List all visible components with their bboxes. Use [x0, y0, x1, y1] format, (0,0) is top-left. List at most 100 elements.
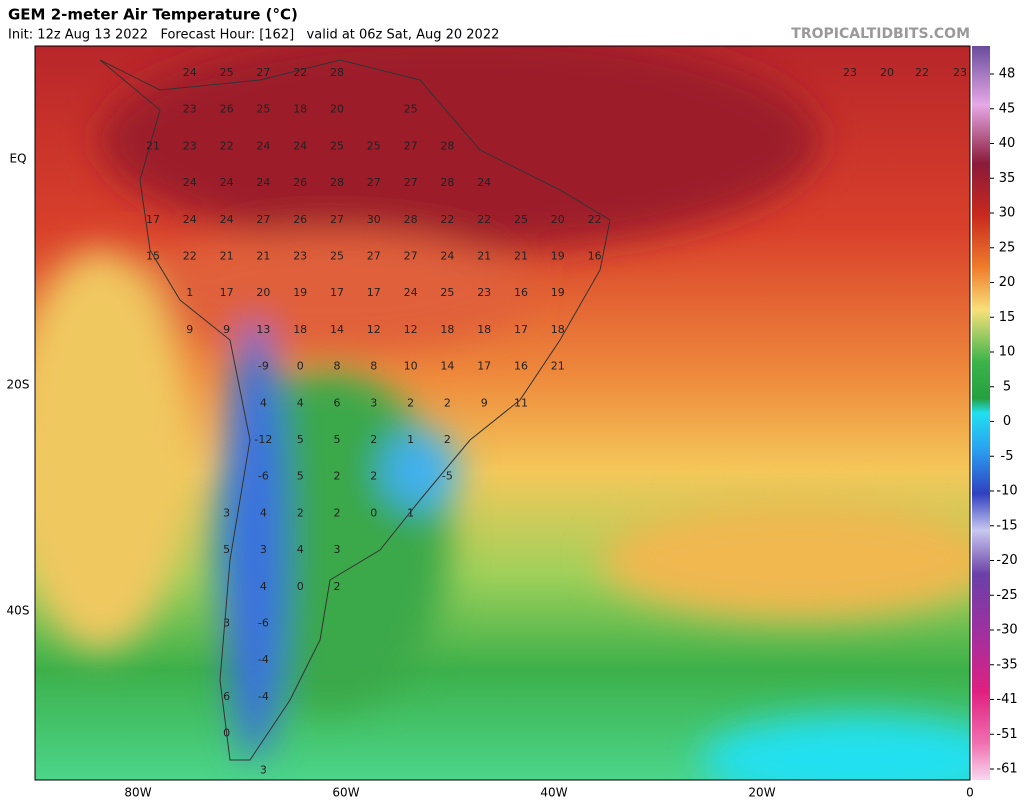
- temperature-label: 25: [440, 286, 454, 299]
- temperature-label: 17: [330, 286, 344, 299]
- temperature-label: 19: [551, 250, 565, 263]
- temperature-label: 25: [330, 139, 344, 152]
- subtitle: Init: 12z Aug 13 2022 Forecast Hour: [16…: [8, 28, 499, 43]
- temperature-label: 17: [146, 213, 160, 226]
- temperature-label: 24: [293, 139, 307, 152]
- temperature-label: 27: [404, 139, 418, 152]
- temperature-label: 14: [330, 323, 344, 336]
- temperature-label: 2: [444, 396, 451, 409]
- temperature-label: 19: [293, 286, 307, 299]
- colorbar-label: 25: [999, 240, 1016, 255]
- temperature-label: 12: [404, 323, 418, 336]
- temperature-label: 0: [223, 727, 230, 740]
- latitude-label: EQ: [9, 152, 26, 166]
- temperature-label: 4: [260, 396, 267, 409]
- temperature-label: 18: [440, 323, 454, 336]
- temperature-label: 24: [256, 139, 270, 152]
- temperature-label: 27: [330, 213, 344, 226]
- colorbar-label: 15: [999, 310, 1016, 325]
- temperature-label: 28: [440, 176, 454, 189]
- temperature-label: 10: [404, 360, 418, 373]
- temperature-label: 23: [183, 139, 197, 152]
- temperature-label: 6: [223, 690, 230, 703]
- temperature-label: 18: [477, 323, 491, 336]
- temperature-label: 27: [367, 250, 381, 263]
- map-frame: [34, 45, 971, 781]
- temperature-label: 8: [334, 360, 341, 373]
- colorbar-label: 35: [999, 171, 1016, 186]
- map-field: [35, 46, 970, 780]
- colorbar-label: -51: [996, 727, 1017, 742]
- temperature-label: 4: [297, 396, 304, 409]
- temperature-label: 2: [334, 580, 341, 593]
- temperature-label: 0: [297, 360, 304, 373]
- temperature-label: 30: [367, 213, 381, 226]
- temperature-label: 2: [297, 506, 304, 519]
- longitude-label: 80W: [124, 786, 151, 800]
- temperature-label: 3: [334, 543, 341, 556]
- temperature-label: 11: [514, 396, 528, 409]
- temperature-label: 28: [330, 66, 344, 79]
- temperature-label: 13: [256, 323, 270, 336]
- temperature-label: 3: [223, 506, 230, 519]
- temperature-label: 26: [220, 103, 234, 116]
- temperature-label: 20: [330, 103, 344, 116]
- temperature-label: 24: [183, 66, 197, 79]
- temperature-label: 1: [407, 506, 414, 519]
- temperature-label: 9: [186, 323, 193, 336]
- temperature-label: 4: [260, 506, 267, 519]
- temperature-label: 16: [588, 250, 602, 263]
- colorbar-label: -20: [996, 553, 1017, 568]
- temperature-label: 22: [477, 213, 491, 226]
- temperature-label: 24: [256, 176, 270, 189]
- temperature-label: 21: [551, 360, 565, 373]
- temperature-label: 25: [220, 66, 234, 79]
- temperature-label: 23: [953, 66, 967, 79]
- colorbar: [972, 46, 990, 780]
- temperature-label: 26: [293, 176, 307, 189]
- temperature-label: 18: [293, 103, 307, 116]
- temperature-label: 15: [146, 250, 160, 263]
- longitude-label: 60W: [332, 786, 359, 800]
- temperature-label: 8: [370, 360, 377, 373]
- temperature-label: 3: [370, 396, 377, 409]
- colorbar-label: -35: [996, 657, 1017, 672]
- temperature-label: 28: [330, 176, 344, 189]
- temperature-label: 22: [220, 139, 234, 152]
- temperature-label: -6: [258, 470, 269, 483]
- temperature-label: 2: [370, 470, 377, 483]
- temperature-label: 0: [297, 580, 304, 593]
- temperature-label: 18: [293, 323, 307, 336]
- colorbar-label: 48: [999, 67, 1016, 82]
- temperature-label: 22: [588, 213, 602, 226]
- temperature-label: 21: [256, 250, 270, 263]
- temperature-label: 22: [915, 66, 929, 79]
- colorbar-label: -41: [996, 692, 1017, 707]
- temperature-label: 3: [260, 543, 267, 556]
- temperature-label: -4: [258, 653, 269, 666]
- temperature-label: 5: [297, 433, 304, 446]
- temperature-label: 22: [293, 66, 307, 79]
- colorbar-label: 10: [999, 345, 1016, 360]
- temperature-label: 6: [334, 396, 341, 409]
- temperature-label: 18: [551, 323, 565, 336]
- temperature-label: 27: [256, 213, 270, 226]
- colorbar-label: -10: [996, 484, 1017, 499]
- temperature-label: 20: [551, 213, 565, 226]
- latitude-label: 40S: [7, 604, 30, 618]
- temperature-label: 16: [514, 286, 528, 299]
- temperature-label: 22: [440, 213, 454, 226]
- colorbar-label: 30: [999, 206, 1016, 221]
- temperature-label: 24: [477, 176, 491, 189]
- temperature-label: 17: [514, 323, 528, 336]
- temperature-label: 2: [334, 470, 341, 483]
- temperature-label: 1: [407, 433, 414, 446]
- temperature-label: 27: [367, 176, 381, 189]
- temperature-label: 27: [404, 176, 418, 189]
- latitude-label: 20S: [7, 378, 30, 392]
- temperature-label: 21: [220, 250, 234, 263]
- temperature-label: 9: [481, 396, 488, 409]
- temperature-label: 1: [186, 286, 193, 299]
- temperature-label: 2: [407, 396, 414, 409]
